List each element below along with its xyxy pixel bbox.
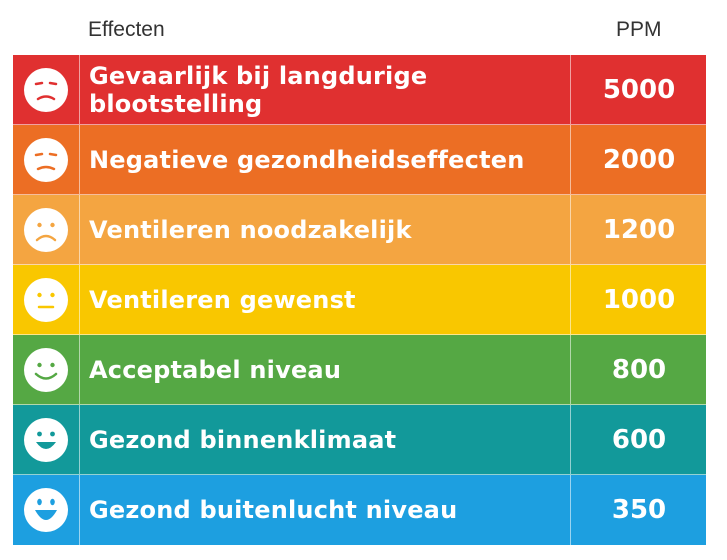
very-sad-face-icon bbox=[24, 67, 68, 112]
face-cell bbox=[13, 265, 80, 334]
table-row: Gezond buitenlucht niveau 350 bbox=[13, 475, 706, 545]
face-cell bbox=[13, 335, 80, 404]
ppm-value: 1200 bbox=[602, 214, 676, 245]
table-row: Negatieve gezondheidseffecten 2000 bbox=[13, 125, 706, 195]
effect-label: Ventileren noodzakelijk bbox=[80, 195, 571, 264]
very-happy-face-icon bbox=[24, 488, 68, 532]
smile-face-icon bbox=[24, 347, 68, 392]
table-header: Effecten PPM bbox=[0, 0, 727, 55]
face-cell bbox=[13, 405, 80, 474]
effect-label: Gevaarlijk bij langdurige blootstelling bbox=[80, 55, 571, 124]
effect-label: Ventileren gewenst bbox=[80, 265, 571, 334]
face-cell bbox=[13, 125, 80, 194]
table-row: Gezond binnenklimaat 600 bbox=[13, 405, 706, 475]
effect-label: Acceptabel niveau bbox=[80, 335, 571, 404]
ppm-value: 600 bbox=[611, 424, 667, 455]
face-cell bbox=[13, 475, 80, 545]
table-row: Acceptabel niveau 800 bbox=[13, 335, 706, 405]
ppm-value: 1000 bbox=[602, 284, 676, 315]
ppm-value: 5000 bbox=[602, 74, 676, 105]
table-row: Gevaarlijk bij langdurige blootstelling … bbox=[13, 55, 706, 125]
sad-face-icon bbox=[24, 137, 68, 182]
table-row: Ventileren gewenst 1000 bbox=[13, 265, 706, 335]
co2-effects-table: Gevaarlijk bij langdurige blootstelling … bbox=[13, 55, 706, 545]
ppm-value: 800 bbox=[611, 354, 667, 385]
effect-label: Gezond binnenklimaat bbox=[80, 405, 571, 474]
happy-face-icon bbox=[24, 417, 68, 462]
table-row: Ventileren noodzakelijk 1200 bbox=[13, 195, 706, 265]
face-cell bbox=[13, 195, 80, 264]
effect-column-header: Effecten bbox=[88, 18, 165, 41]
effect-label: Negatieve gezondheidseffecten bbox=[80, 125, 571, 194]
effect-label: Gezond buitenlucht niveau bbox=[80, 475, 571, 545]
frown-face-icon bbox=[24, 207, 68, 252]
ppm-column-header: PPM bbox=[616, 18, 662, 41]
ppm-value: 350 bbox=[611, 495, 667, 525]
ppm-value: 2000 bbox=[602, 144, 676, 175]
neutral-face-icon bbox=[24, 277, 68, 322]
face-cell bbox=[13, 55, 80, 124]
